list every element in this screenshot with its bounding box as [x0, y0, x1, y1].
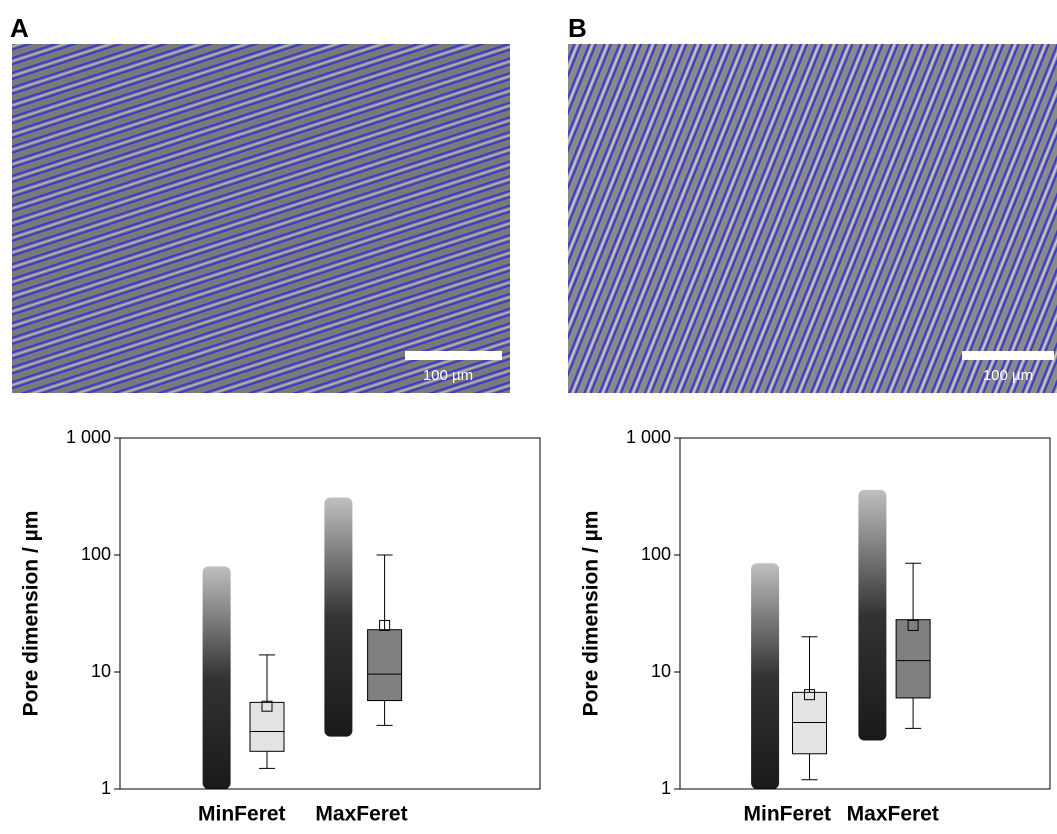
panel-label: A	[10, 13, 29, 43]
scale-bar-label: 100 µm	[983, 367, 1033, 384]
x-tick-label: MinFeret	[744, 803, 832, 826]
scale-bar-label: 100 µm	[423, 367, 473, 384]
mean	[379, 619, 391, 631]
plot-frame	[119, 437, 541, 790]
y-tick-label: 100	[641, 544, 671, 564]
point-strip	[202, 566, 231, 789]
point-strip	[324, 497, 353, 737]
box	[249, 701, 285, 752]
y-axis-label: Pore dimension / µm	[580, 511, 603, 717]
scale-bar	[405, 351, 502, 360]
y-tick-label: 10	[651, 661, 671, 681]
y-tick-label: 10	[91, 661, 111, 681]
x-tick-label: MinFeret	[198, 803, 286, 826]
point-strip	[858, 489, 887, 741]
y-tick-label: 1 000	[626, 427, 671, 447]
micrograph	[12, 44, 510, 393]
mean	[261, 700, 273, 712]
box	[792, 691, 827, 755]
x-tick-label: MaxFeret	[315, 803, 407, 826]
y-tick-label: 1 000	[66, 427, 111, 447]
scale-bar	[962, 351, 1054, 360]
mean	[804, 689, 815, 701]
x-tick-label: MaxFeret	[847, 803, 939, 826]
plot-frame	[679, 437, 1051, 790]
y-tick-label: 1	[101, 778, 111, 798]
mean	[907, 619, 919, 631]
y-tick-label: 100	[81, 544, 111, 564]
panel-label: B	[568, 13, 587, 43]
y-tick-label: 1	[661, 778, 671, 798]
y-axis-label: Pore dimension / µm	[20, 511, 43, 717]
micrograph	[568, 44, 1057, 393]
box	[367, 629, 403, 702]
box	[895, 619, 931, 699]
point-strip	[751, 563, 780, 789]
